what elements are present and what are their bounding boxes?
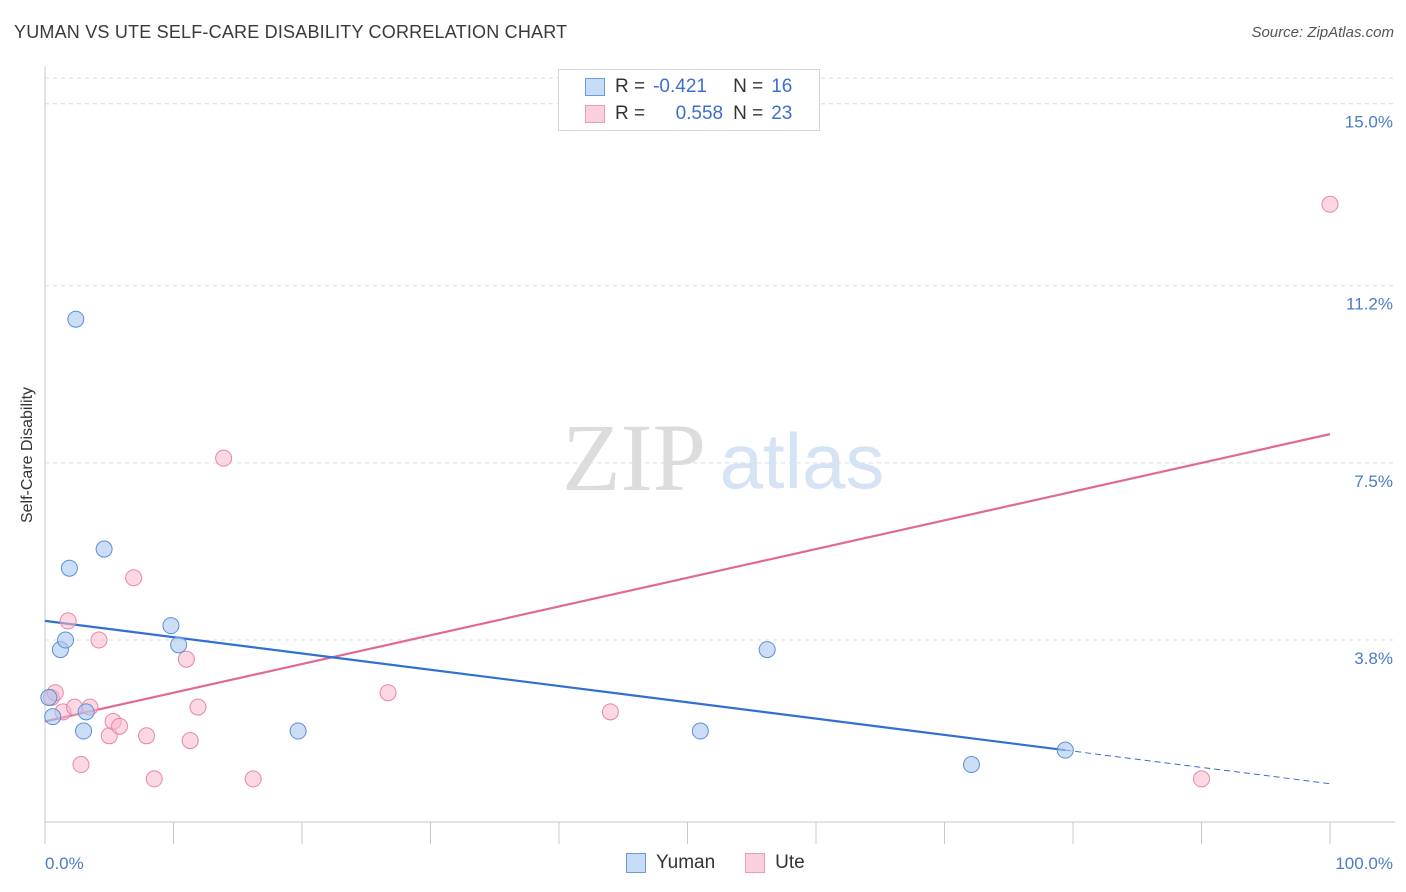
chart-title: YUMAN VS UTE SELF-CARE DISABILITY CORREL… — [14, 22, 568, 42]
n-label: N = — [733, 103, 764, 124]
y-tick-label: 11.2% — [1346, 295, 1393, 314]
legend-row-yuman: R = -0.421 N = 16 — [585, 75, 792, 99]
n-value-ute: 23 — [771, 103, 793, 124]
yuman-legend-swatch — [626, 853, 646, 873]
yuman-point — [95, 540, 113, 558]
r-value-ute: 0.558 — [675, 103, 724, 124]
yuman-point — [57, 631, 75, 649]
ute-point — [215, 449, 233, 467]
ute-point — [145, 770, 163, 788]
r-label: R = — [615, 76, 646, 97]
legend-item-yuman[interactable]: Yuman — [626, 852, 715, 874]
ute-point — [111, 717, 129, 735]
n-label: N = — [733, 76, 764, 97]
r-value-yuman: -0.421 — [653, 76, 707, 97]
yuman-point — [44, 708, 62, 726]
watermark: ZIP atlas — [562, 404, 884, 511]
yuman-point — [1056, 741, 1074, 759]
ute-point — [189, 698, 207, 716]
y-tick-label: 7.5% — [1354, 472, 1393, 491]
yuman-swatch — [585, 78, 605, 96]
yuman-legend-label: Yuman — [656, 852, 716, 873]
source-label: Source: ZipAtlas.com — [1251, 24, 1394, 41]
yuman-point — [170, 636, 188, 654]
trend-lines — [44, 433, 1331, 785]
yuman-point — [691, 722, 709, 740]
r-label: R = — [615, 103, 646, 124]
axes — [44, 66, 1395, 844]
ute-point — [90, 631, 108, 649]
yuman-point — [67, 310, 85, 328]
yuman-point — [962, 756, 980, 774]
ute-swatch — [585, 105, 605, 123]
tick-labels: 3.8% 7.5% 11.2% 15.0% 0.0% 100.0% — [45, 113, 1393, 873]
yuman-point — [289, 722, 307, 740]
yuman-point — [40, 689, 58, 706]
ute-point — [1193, 770, 1210, 788]
ute-legend-label: Ute — [775, 852, 805, 873]
ute-legend-swatch — [745, 853, 766, 873]
x-tick-label: 0.0% — [45, 854, 84, 873]
ute-point — [379, 684, 397, 702]
ute-point — [177, 650, 195, 668]
ute-trend-line — [44, 433, 1331, 723]
yuman-trend-extension — [1065, 749, 1331, 785]
yuman-trend-line — [44, 619, 1066, 752]
n-value-yuman: 16 — [771, 76, 793, 97]
gridlines — [45, 77, 1395, 641]
watermark-atlas: atlas — [720, 417, 885, 505]
data-points — [40, 195, 1339, 788]
x-tick-label: 100.0% — [1335, 854, 1393, 873]
yuman-point — [77, 703, 95, 721]
legend-item-ute[interactable]: Ute — [745, 852, 805, 874]
ute-point — [1321, 195, 1339, 213]
series-legend: Yuman Ute — [626, 852, 835, 874]
yuman-point — [162, 617, 180, 635]
y-tick-label: 3.8% — [1354, 649, 1393, 668]
ute-point — [181, 732, 199, 750]
ute-point — [601, 703, 619, 721]
ute-point — [125, 569, 143, 587]
yuman-point — [758, 641, 776, 659]
yuman-point — [60, 559, 78, 577]
ute-point — [138, 727, 156, 745]
watermark-zip: ZIP — [562, 404, 706, 511]
ute-point — [72, 756, 90, 774]
ute-point — [244, 770, 262, 788]
ute-point — [59, 612, 77, 630]
legend-row-ute: R = 0.558 N = 23 — [585, 102, 792, 126]
yuman-point — [75, 722, 93, 740]
stats-legend: R = -0.421 N = 16 R = 0.558 N = 23 — [558, 69, 820, 131]
y-tick-label: 15.0% — [1345, 113, 1393, 132]
